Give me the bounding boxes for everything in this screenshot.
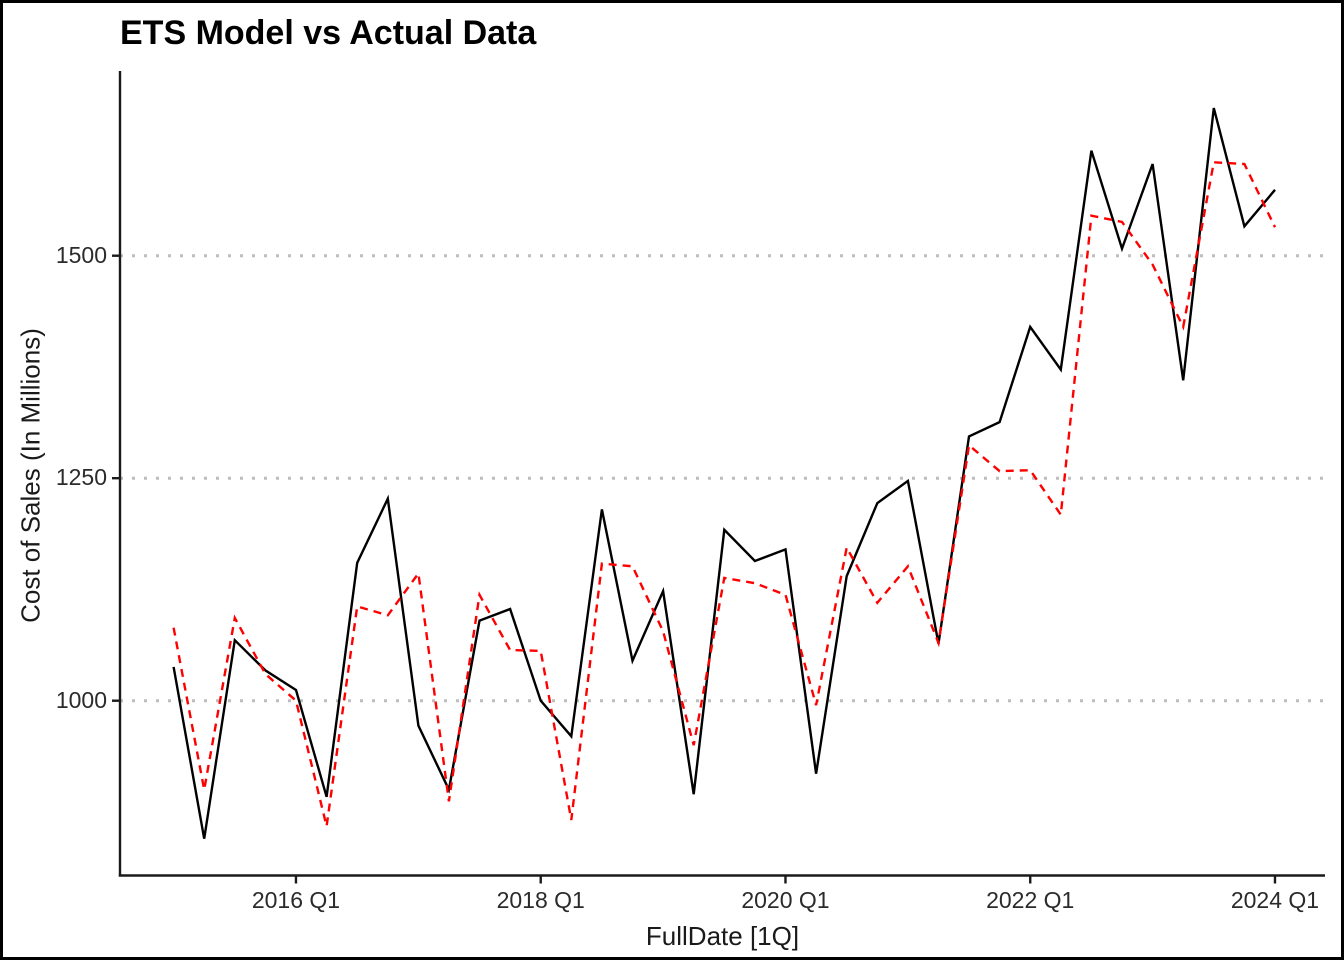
y-tick-label-1250: 1250 <box>55 464 107 491</box>
ets-model-line <box>172 161 1277 827</box>
x-tick-label-2020-Q1: 2020 Q1 <box>741 887 830 913</box>
chart-canvas <box>112 71 1325 884</box>
tick-marks <box>112 254 1277 884</box>
actual-line <box>172 107 1276 839</box>
y-tick-label-1500: 1500 <box>55 241 107 268</box>
x-tick-label-2018-Q1: 2018 Q1 <box>496 887 585 913</box>
y-tick-label-1000: 1000 <box>55 686 107 713</box>
x-tick-label-2022-Q1: 2022 Q1 <box>986 887 1075 913</box>
gridlines <box>120 254 1323 703</box>
axes <box>118 71 1325 877</box>
x-axis-title: FullDate [1Q] <box>645 921 800 951</box>
series-lines <box>172 107 1277 839</box>
chart-title: ETS Model vs Actual Data <box>120 14 537 52</box>
x-tick-label-2016-Q1: 2016 Q1 <box>251 887 341 913</box>
x-tick-label-2024-Q1: 2024 Q1 <box>1230 887 1320 913</box>
